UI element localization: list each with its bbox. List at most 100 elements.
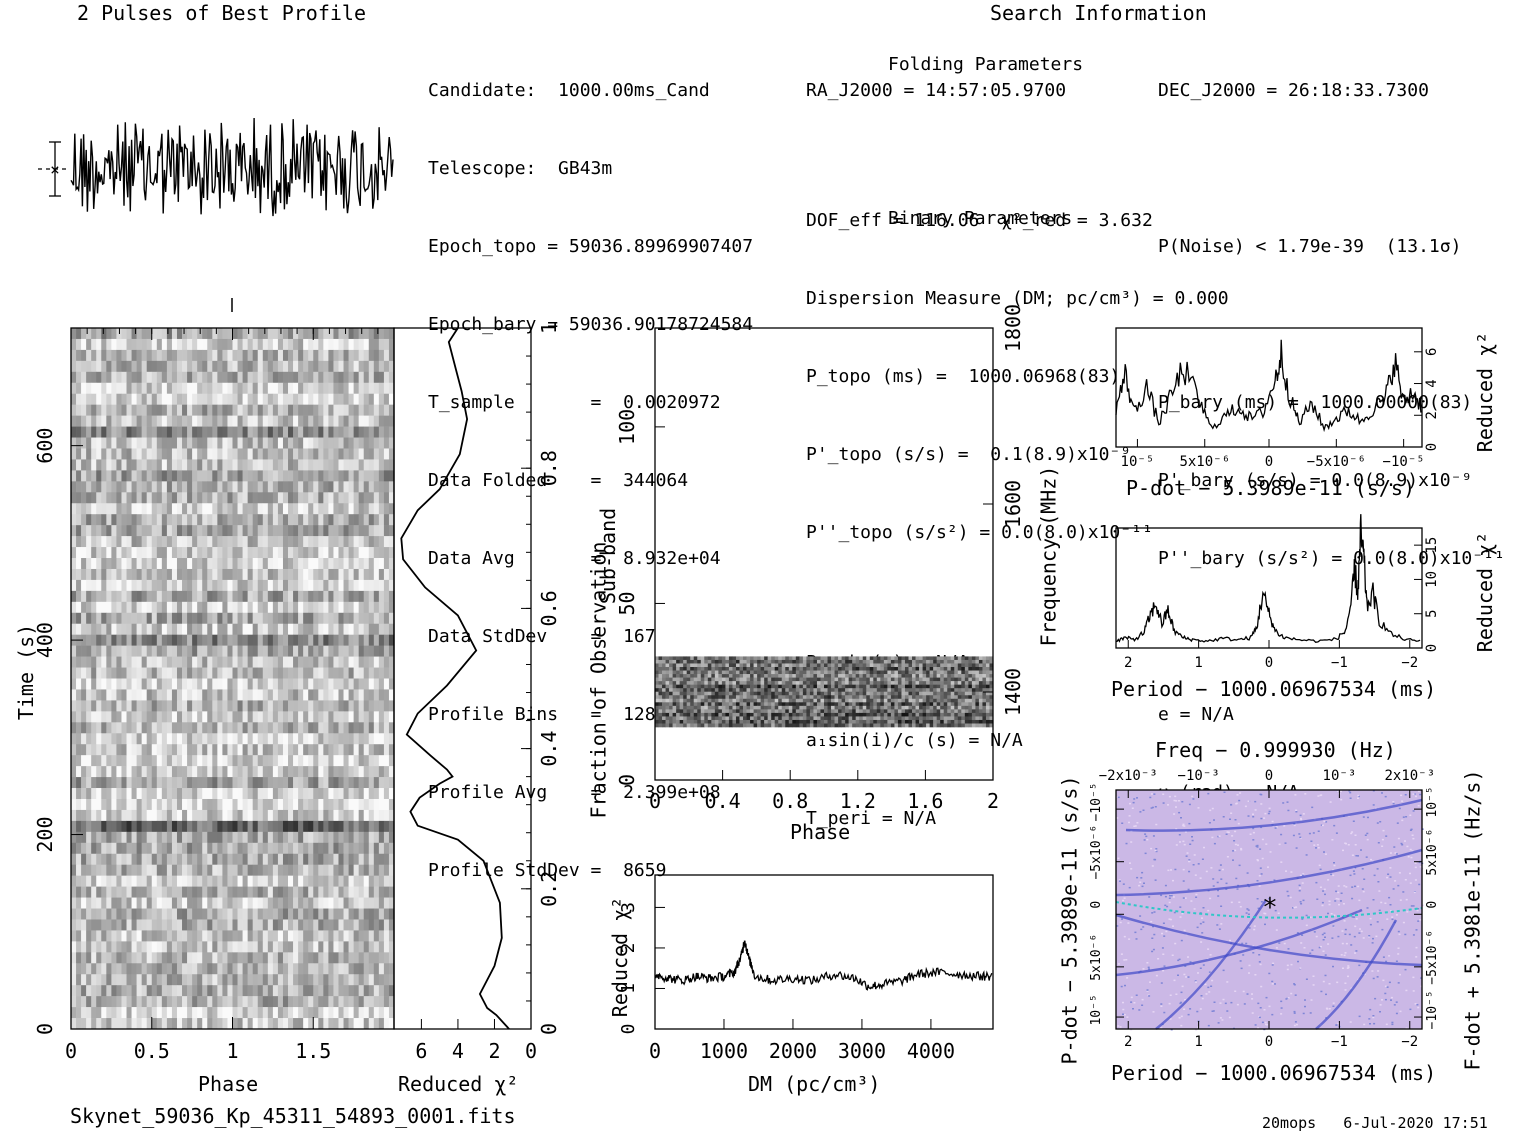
heatmap-cell <box>91 492 97 504</box>
heatmap-cell <box>333 601 339 614</box>
heatmap-cell <box>303 448 309 460</box>
heatmap-cell <box>388 820 395 833</box>
heatmap-cell <box>363 930 370 942</box>
heatmap-cell <box>308 777 314 789</box>
heatmap-cell <box>750 674 754 678</box>
heatmap-cell <box>257 689 264 701</box>
heatmap-cell <box>985 659 990 664</box>
heatmap-cell <box>116 864 122 876</box>
heatmap-cell <box>353 930 359 942</box>
heatmap-cell <box>166 547 173 559</box>
heatmap-cell <box>232 842 238 855</box>
heatmap-cell <box>126 777 132 789</box>
heatmap-cell <box>353 700 359 712</box>
heatmap-cell <box>227 820 233 833</box>
heatmap-cell <box>161 875 168 887</box>
heatmap-cell <box>277 897 284 909</box>
heatmap-cell <box>242 579 248 592</box>
heatmap-cell <box>348 963 354 975</box>
heatmap-cell <box>86 393 92 405</box>
heatmap-cell <box>81 809 87 822</box>
heatmap-cell <box>288 568 294 581</box>
heatmap-cell <box>373 360 380 373</box>
heatmap-cell <box>788 667 793 671</box>
heatmap-cell <box>131 798 137 811</box>
heatmap-cell <box>293 744 299 756</box>
heatmap-cell <box>111 601 117 614</box>
heatmap-cell <box>242 996 248 1008</box>
heatmap-cell <box>86 766 92 778</box>
heatmap-cell <box>368 404 375 416</box>
heatmap-cell <box>242 722 248 734</box>
heatmap-cell <box>388 448 395 460</box>
heatmap-cell <box>252 568 259 581</box>
heatmap-cell <box>141 853 148 865</box>
heatmap-cell <box>318 831 324 844</box>
heatmap-cell <box>106 722 112 734</box>
heatmap-cell <box>197 744 203 756</box>
heatmap-cell <box>333 459 339 471</box>
heatmap-cell <box>227 415 233 427</box>
heatmap-cell <box>368 525 375 537</box>
heatmap-cell <box>146 744 153 756</box>
heatmap-cell <box>222 525 228 537</box>
heatmap-cell <box>131 514 137 526</box>
heatmap-cell <box>207 547 213 559</box>
heatmap-cell <box>176 820 183 833</box>
heatmap-cell <box>732 656 737 661</box>
heatmap-cell <box>333 755 339 767</box>
heatmap-cell <box>262 492 269 504</box>
heatmap-cell <box>288 930 294 942</box>
heatmap-cell <box>76 766 82 778</box>
heatmap-cell <box>873 674 878 678</box>
heatmap-cell <box>257 393 264 405</box>
heatmap-cell <box>81 908 87 920</box>
heatmap-cell <box>131 941 137 953</box>
heatmap-cell <box>247 371 253 384</box>
heatmap-cell <box>950 674 955 678</box>
heatmap-cell <box>131 536 137 548</box>
heatmap-cell <box>845 670 849 675</box>
heatmap-cell <box>293 974 299 986</box>
info-line: DEC_J2000 = 26:18:33.7300 <box>1158 80 1429 101</box>
heatmap-cell <box>363 349 370 362</box>
heatmap-cell <box>101 503 107 515</box>
heatmap-cell <box>338 328 344 340</box>
heatmap-cell <box>333 788 339 800</box>
heatmap-cell <box>187 437 193 449</box>
heatmap-cell <box>353 349 359 362</box>
heatmap-cell <box>358 908 365 920</box>
heatmap-cell <box>247 525 253 537</box>
heatmap-cell <box>363 985 370 997</box>
heatmap-cell <box>277 930 284 942</box>
heatmap-cell <box>151 886 158 898</box>
heatmap-cell <box>313 492 319 504</box>
heatmap-cell <box>96 382 102 395</box>
heatmap-cell <box>151 689 158 701</box>
heatmap-cell <box>176 525 183 537</box>
heatmap-cell <box>141 886 148 898</box>
heatmap-cell <box>693 656 698 661</box>
heatmap-cell <box>348 382 354 395</box>
heatmap-cell <box>880 667 885 671</box>
heatmap-cell <box>303 1007 309 1019</box>
heatmap-cell <box>227 612 233 625</box>
heatmap-cell <box>76 919 82 931</box>
heatmap-cell <box>202 503 208 515</box>
heatmap-cell <box>207 952 213 964</box>
heatmap-cell <box>277 568 284 581</box>
heatmap-cell <box>156 590 163 603</box>
heatmap-cell <box>348 908 354 920</box>
heatmap-cell <box>217 667 223 679</box>
heatmap-cell <box>96 481 102 493</box>
heatmap-cell <box>343 612 349 625</box>
heatmap-cell <box>690 659 695 664</box>
heatmap-cell <box>212 360 218 373</box>
heatmap-cell <box>96 547 102 559</box>
heatmap-cell <box>192 886 198 898</box>
heatmap-cell <box>227 470 233 482</box>
heatmap-cell <box>156 393 163 405</box>
heatmap-cell <box>813 677 818 682</box>
heatmap-cell <box>116 393 122 405</box>
heatmap-cell <box>308 338 314 351</box>
